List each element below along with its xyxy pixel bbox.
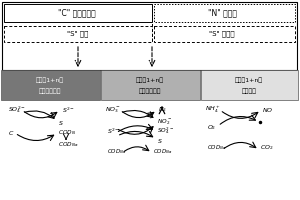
Text: $SO_4^{2-}$: $SO_4^{2-}$ (8, 105, 26, 115)
Text: $S$: $S$ (58, 119, 64, 127)
Text: $NO_3^-$: $NO_3^-$ (105, 105, 121, 115)
Text: $NH_4^+$: $NH_4^+$ (205, 105, 221, 115)
Text: "N" 氮循环: "N" 氮循环 (208, 8, 236, 18)
Bar (154, 26, 295, 42)
Text: "C" 碳梯度转化: "C" 碳梯度转化 (58, 8, 96, 18)
Text: $S$: $S$ (157, 137, 163, 145)
Text: $O_2$: $O_2$ (207, 124, 216, 132)
Text: $S^{2-}$: $S^{2-}$ (62, 105, 75, 115)
Bar (4, 4, 152, 22)
Text: $COD_{Na}$: $COD_{Na}$ (58, 141, 79, 149)
Text: $N_2$: $N_2$ (158, 106, 167, 114)
Text: 严格厌氧反应: 严格厌氧反应 (39, 88, 61, 94)
Text: $CO_2$: $CO_2$ (260, 144, 274, 152)
Text: "S" 硫循环: "S" 硫循环 (209, 31, 235, 37)
Text: $COD_{Na}$: $COD_{Na}$ (207, 144, 226, 152)
Text: $NO$: $NO$ (262, 106, 273, 114)
Text: 梯度（1+n）: 梯度（1+n） (235, 77, 263, 83)
Text: $COD_{Na}$: $COD_{Na}$ (107, 148, 126, 156)
Text: 梯度（1+n）: 梯度（1+n） (136, 77, 164, 83)
Bar (2, 2, 297, 70)
Text: 好氧反应: 好氧反应 (242, 88, 256, 94)
Bar (1, 70, 100, 100)
Bar (154, 4, 295, 22)
Bar (201, 70, 298, 100)
Text: 梯度（1+n）: 梯度（1+n） (36, 77, 64, 83)
Text: $COD_{Na}$: $COD_{Na}$ (153, 148, 172, 156)
Text: 兼性厌氧反应: 兼性厌氧反应 (139, 88, 161, 94)
Bar (101, 70, 200, 100)
Text: "S" 代谢: "S" 代谢 (67, 31, 89, 37)
Text: $COD_N$: $COD_N$ (58, 129, 76, 137)
Bar (4, 26, 152, 42)
Text: $S^{2-}$: $S^{2-}$ (107, 126, 120, 136)
Text: $C$: $C$ (8, 129, 14, 137)
Text: $NO_2^-$: $NO_2^-$ (157, 117, 172, 127)
Text: $SO_4^{2-}$: $SO_4^{2-}$ (157, 126, 174, 136)
